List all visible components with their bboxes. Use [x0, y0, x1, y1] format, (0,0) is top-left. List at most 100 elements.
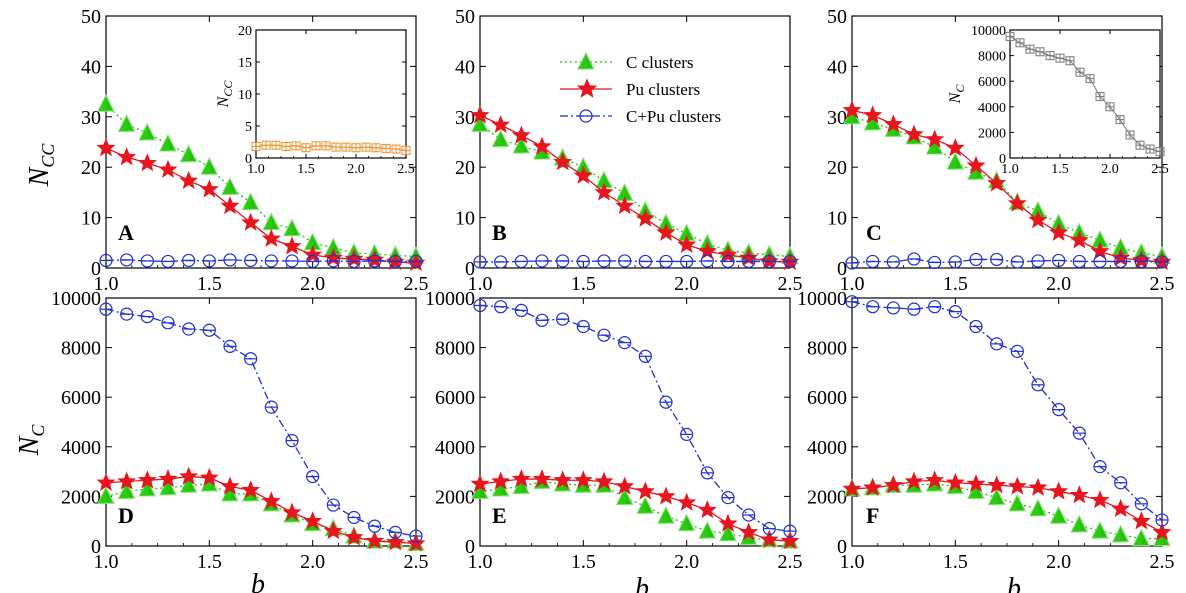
- data-point-cpu-clusters: [1010, 344, 1024, 358]
- legend-item-cpu-clusters: C+Pu clusters: [560, 107, 721, 126]
- data-point-cpu-clusters: [285, 254, 299, 268]
- data-point-cpu-clusters: [264, 254, 278, 268]
- data-point-c-clusters: [492, 129, 510, 148]
- series-pu-clusters: [842, 470, 1172, 541]
- series-pu-clusters: [470, 105, 800, 271]
- data-point-cpu-clusters: [990, 337, 1004, 351]
- data-point-cpu-clusters: [886, 255, 900, 269]
- panel-c-x-tick-label: 1.5: [943, 273, 968, 295]
- series-cpu-clusters: [473, 298, 797, 538]
- data-point-c-clusters: [159, 134, 177, 152]
- panel-f-y-tick-label: 8000: [807, 338, 847, 360]
- series-line-pu-clusters: [105, 147, 417, 264]
- panel-d-y-tick-label: 4000: [61, 437, 101, 459]
- panel-letter-f: F: [866, 503, 879, 528]
- series-cpu-clusters: [99, 253, 423, 269]
- data-point-pu-clusters: [656, 222, 676, 241]
- inset-data-point: [1155, 147, 1165, 157]
- inset-c-x-tick-label: 1.0: [1001, 162, 1019, 177]
- data-point-c-clusters: [180, 145, 198, 163]
- data-point-cpu-clusters: [223, 339, 237, 353]
- data-point-pu-clusters: [739, 248, 759, 267]
- inset-data-point: [311, 141, 321, 151]
- panel-e-x-tick-label: 1.5: [571, 551, 596, 573]
- panel-b-y-tick-label: 50: [455, 6, 475, 28]
- data-point-c-clusters: [1050, 506, 1068, 524]
- panel-e-frame: [479, 297, 791, 547]
- data-point-cpu-clusters: [140, 310, 154, 324]
- data-point-cpu-clusters: [1010, 255, 1024, 269]
- series-pu-clusters: [842, 100, 1172, 271]
- panel-d-y-tick-label: 8000: [61, 338, 101, 360]
- inset-data-point: [1035, 47, 1045, 57]
- data-point-cpu-clusters: [120, 253, 134, 267]
- inset-data-point: [1075, 67, 1085, 77]
- inset-c-y-tick-label: 0: [999, 152, 1006, 167]
- data-point-cpu-clusters: [742, 508, 756, 522]
- series-line-c-clusters: [479, 480, 791, 542]
- panel-c-y-tick-label: 30: [827, 107, 847, 129]
- series-pu-clusters: [96, 138, 426, 272]
- data-point-pu-clusters: [718, 244, 738, 264]
- data-point-pu-clusters: [1111, 498, 1131, 517]
- panel-e-y-tick-label: 8000: [435, 338, 475, 360]
- data-point-cpu-clusters: [182, 253, 196, 268]
- panel-d-frame: [105, 297, 417, 547]
- data-point-pu-clusters: [1069, 485, 1089, 504]
- data-point-cpu-clusters: [990, 252, 1004, 267]
- inset-a-x-tick-label: 2.0: [347, 162, 365, 177]
- legend-label-pu-clusters: Pu clusters: [626, 80, 700, 99]
- data-point-cpu-clusters: [1114, 476, 1128, 490]
- panel-d-y-tick-label: 2000: [61, 486, 101, 508]
- inset-y-axis-label: NC: [947, 84, 967, 105]
- data-point-cpu-clusters: [618, 254, 632, 268]
- panel-a: 1.0 1.5 2.0 2.5 0 10 20 30 40 50 A 1.0 1.5 2.0 2.5 0 5 10…: [81, 6, 429, 295]
- panel-a-y-tick-label: 50: [81, 6, 101, 28]
- data-point-pu-clusters: [158, 159, 178, 178]
- data-point-c-clusters: [118, 114, 136, 132]
- data-point-pu-clusters: [323, 521, 343, 540]
- data-point-cpu-clusters: [223, 253, 237, 267]
- panel-f-x-tick-label: 2.0: [1046, 551, 1071, 573]
- data-point-cpu-clusters: [556, 254, 570, 268]
- panel-f-y-tick-label: 6000: [807, 387, 847, 409]
- data-point-cpu-clusters: [244, 253, 258, 268]
- legend: C clusters Pu clusters C+Pu clusters: [560, 52, 721, 126]
- inset-data-point: [1125, 130, 1135, 140]
- panel-e-x-tick-label: 1.0: [468, 551, 493, 573]
- data-point-pu-clusters: [1028, 477, 1048, 496]
- panel-c-y-tick-label: 10: [827, 208, 847, 230]
- data-point-cpu-clusters: [161, 254, 175, 269]
- panel-c-y-tick-label: 50: [827, 6, 847, 28]
- series-c-clusters: [471, 471, 799, 549]
- data-point-pu-clusters: [677, 492, 697, 511]
- panel-f-y-tick-label: 4000: [807, 437, 847, 459]
- panel-c-y-tick-label: 20: [827, 157, 847, 179]
- data-point-cpu-clusters: [1052, 403, 1066, 417]
- data-point-pu-clusters: [1007, 476, 1027, 495]
- panel-letter-a: A: [118, 220, 134, 245]
- inset-a-y-tick-label: 0: [245, 152, 252, 167]
- panel-d: 1.0 1.5 2.0 2.5 0 2000 4000 6000 8000 10000 D: [51, 288, 429, 573]
- series-c-clusters: [843, 474, 1171, 547]
- panel-c-y-tick-label: 0: [837, 258, 847, 280]
- panel-b-x-tick-label: 1.0: [468, 273, 493, 295]
- data-point-cpu-clusters: [1031, 254, 1045, 268]
- panel-d-x-tick-label: 1.0: [94, 551, 119, 573]
- panel-b-x-tick-label: 1.5: [571, 273, 596, 295]
- data-point-cpu-clusters: [721, 491, 735, 505]
- inset-c-x-tick-label: 1.5: [1051, 162, 1069, 177]
- inset-a: 1.0 1.5 2.0 2.5 0 5 10 15 20 NCC: [215, 24, 415, 177]
- x-axis-title-d: b: [251, 569, 265, 593]
- panel-e-x-tick-label: 2.0: [674, 551, 699, 573]
- data-point-cpu-clusters: [659, 395, 673, 409]
- data-point-pu-clusters: [261, 228, 281, 247]
- inset-a-y-tick-label: 10: [238, 88, 252, 103]
- series-line-pu-clusters: [479, 478, 791, 542]
- data-point-c-clusters: [97, 94, 115, 112]
- data-point-cpu-clusters: [140, 254, 154, 268]
- inset-c-y-tick-label: 6000: [978, 75, 1006, 90]
- panel-a-y-tick-label: 0: [91, 258, 101, 280]
- inset-data-point: [261, 140, 271, 150]
